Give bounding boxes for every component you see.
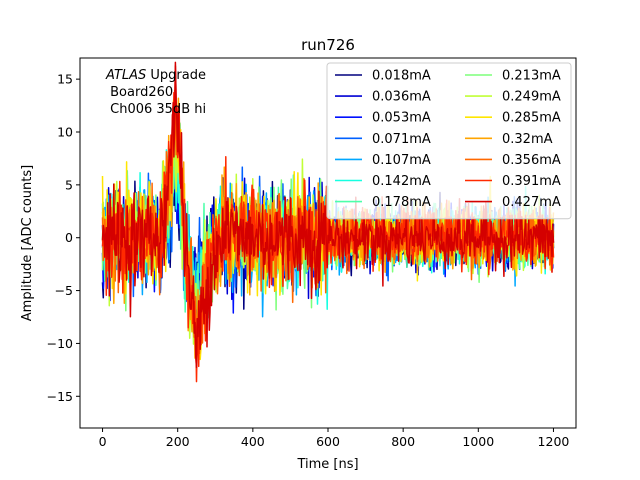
y-tick-label: 10: [57, 125, 73, 140]
x-axis-label: Time [ns]: [296, 457, 358, 472]
x-tick-label: 600: [316, 434, 340, 449]
legend-label: 0.213mA: [502, 69, 561, 84]
legend-label: 0.018mA: [372, 69, 431, 84]
x-tick-label: 800: [391, 434, 415, 449]
legend-label: 0.427mA: [502, 195, 561, 210]
annotation-channel: Ch006 35dB hi: [106, 102, 206, 117]
legend: 0.018mA 0.036mA 0.053mA 0.071mA 0.107mA 0.142…: [326, 62, 572, 220]
series-line-0.391mA: [101, 65, 555, 383]
annotation-atlas: ATLAS: [105, 68, 146, 83]
legend-label: 0.356mA: [502, 153, 561, 168]
annotation-board: Board260: [106, 85, 173, 100]
y-tick-label: 15: [57, 72, 73, 87]
y-axis: −15 −10 −5 0 5 10 15: [47, 72, 80, 404]
legend-label: 0.178mA: [372, 195, 431, 210]
legend-label: 0.249mA: [502, 90, 561, 105]
annotation-upgrade: Upgrade: [146, 68, 206, 83]
y-axis-label: Amplitude [ADC counts]: [20, 165, 35, 321]
legend-label: 0.036mA: [372, 90, 431, 105]
svg-text:ATLAS Upgrade: ATLAS Upgrade: [105, 68, 206, 83]
legend-label: 0.071mA: [372, 132, 431, 147]
x-axis: 0 200 400 600 800 1000 1200: [99, 428, 570, 449]
y-tick-label: −15: [47, 389, 73, 404]
annotation: ATLAS Upgrade Board260 Ch006 35dB hi: [105, 68, 206, 117]
series-line-0.427mA: [101, 61, 555, 369]
y-tick-label: 0: [65, 230, 73, 245]
y-tick-label: 5: [65, 177, 73, 192]
chart-title: run726: [301, 36, 355, 54]
legend-label: 0.391mA: [502, 174, 561, 189]
y-tick-label: −5: [55, 283, 73, 298]
legend-label: 0.142mA: [372, 174, 431, 189]
x-tick-label: 1000: [462, 434, 494, 449]
legend-box: [326, 62, 572, 220]
x-tick-label: 200: [166, 434, 190, 449]
legend-label: 0.107mA: [372, 153, 431, 168]
x-tick-label: 0: [99, 434, 107, 449]
x-tick-label: 400: [241, 434, 265, 449]
legend-label: 0.285mA: [502, 111, 561, 126]
legend-label: 0.053mA: [372, 111, 431, 126]
x-tick-label: 1200: [538, 434, 570, 449]
series-group: [101, 61, 555, 383]
y-tick-label: −10: [47, 336, 73, 351]
legend-label: 0.32mA: [502, 132, 553, 147]
